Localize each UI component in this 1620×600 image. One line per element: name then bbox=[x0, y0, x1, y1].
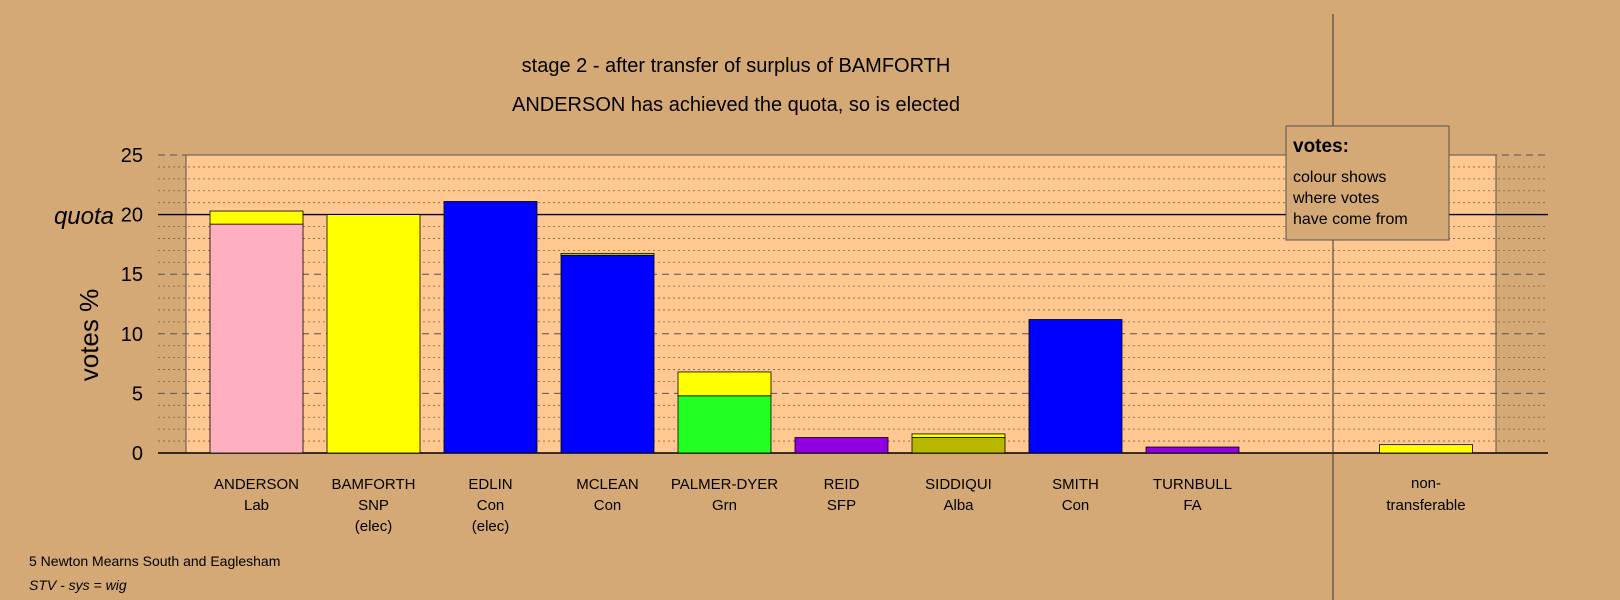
bar-segment bbox=[1145, 446, 1240, 454]
bar-reid bbox=[794, 437, 889, 454]
quota-label: quota bbox=[54, 203, 114, 230]
bar-turnbull bbox=[1145, 446, 1240, 454]
bar-segment bbox=[677, 371, 772, 397]
candidate-party: Con bbox=[594, 497, 622, 514]
bar-bamforth bbox=[326, 214, 421, 454]
y-tick-label: 20 bbox=[121, 205, 143, 227]
candidate-party: Grn bbox=[712, 497, 737, 514]
y-tick-label: 5 bbox=[132, 383, 143, 405]
bar-segment bbox=[326, 214, 421, 454]
bar-segment bbox=[560, 252, 655, 256]
bars-layer bbox=[209, 201, 1473, 454]
y-tick-label: 15 bbox=[121, 264, 143, 286]
y-axis-title: votes % bbox=[74, 289, 104, 382]
bar-segment bbox=[560, 254, 655, 454]
bar-segment bbox=[911, 433, 1006, 438]
candidate-party: Con bbox=[1062, 497, 1090, 514]
candidate-party: FA bbox=[1183, 497, 1201, 514]
candidate-name: SMITH bbox=[1052, 476, 1099, 493]
candidate-party: SFP bbox=[827, 497, 856, 514]
candidate-name: TURNBULL bbox=[1153, 476, 1232, 493]
candidate-name: SIDDIQUI bbox=[925, 476, 992, 493]
bar-segment bbox=[443, 201, 538, 454]
candidate-name: PALMER-DYER bbox=[671, 476, 778, 493]
candidate-labels: ANDERSON Lab BAMFORTH SNP (elec) EDLIN Con (ele… bbox=[214, 475, 1466, 535]
candidate-name: ANDERSON bbox=[214, 476, 299, 493]
bar-segment bbox=[1379, 444, 1473, 454]
candidate-party: Con bbox=[477, 497, 505, 514]
bar-anderson bbox=[209, 210, 304, 454]
candidate-status: (elec) bbox=[472, 518, 510, 535]
candidate-party: Lab bbox=[244, 497, 269, 514]
legend-box: votes: colour shows where votes have com… bbox=[1285, 125, 1450, 241]
legend-title: votes: bbox=[1293, 136, 1349, 157]
bar-segment bbox=[677, 395, 772, 454]
candidate-name: MCLEAN bbox=[576, 476, 639, 493]
nontransferable-label: non- bbox=[1411, 475, 1441, 492]
candidate-name: BAMFORTH bbox=[332, 476, 416, 493]
bar-mclean bbox=[560, 252, 655, 454]
y-tick-label: 10 bbox=[121, 324, 143, 346]
bar-segment bbox=[1028, 319, 1123, 454]
bar-edlin bbox=[443, 201, 538, 454]
y-axis: 0 5 10 15 20 25 bbox=[121, 145, 143, 465]
bar-smith bbox=[1028, 319, 1123, 454]
candidate-party: SNP bbox=[358, 497, 389, 514]
y-tick-label: 25 bbox=[121, 145, 143, 167]
candidate-name: EDLIN bbox=[468, 476, 512, 493]
bar-siddiqui bbox=[911, 433, 1006, 454]
chart-subtitle: ANDERSON has achieved the quota, so is e… bbox=[512, 94, 960, 116]
candidate-name: REID bbox=[824, 476, 860, 493]
y-tick-label: 0 bbox=[132, 443, 143, 465]
legend-frame bbox=[1285, 125, 1450, 241]
candidate-party: Alba bbox=[943, 497, 974, 514]
legend-line-3: have come from bbox=[1293, 211, 1408, 228]
bar-nontransferable bbox=[1379, 444, 1473, 454]
system-note: STV - sys = wig bbox=[29, 577, 127, 593]
candidate-status: (elec) bbox=[355, 518, 393, 535]
bar-segment bbox=[209, 210, 304, 225]
ward-name: 5 Newton Mearns South and Eaglesham bbox=[29, 553, 280, 569]
nontransferable-label: transferable bbox=[1386, 497, 1465, 514]
bar-segment bbox=[794, 437, 889, 454]
bar-palmer-dyer bbox=[677, 371, 772, 454]
legend-line-2: where votes bbox=[1292, 190, 1379, 207]
legend-line-1: colour shows bbox=[1293, 169, 1386, 186]
bar-segment bbox=[911, 437, 1006, 454]
chart-title: stage 2 - after transfer of surplus of B… bbox=[522, 55, 951, 77]
bar-segment bbox=[209, 223, 304, 454]
